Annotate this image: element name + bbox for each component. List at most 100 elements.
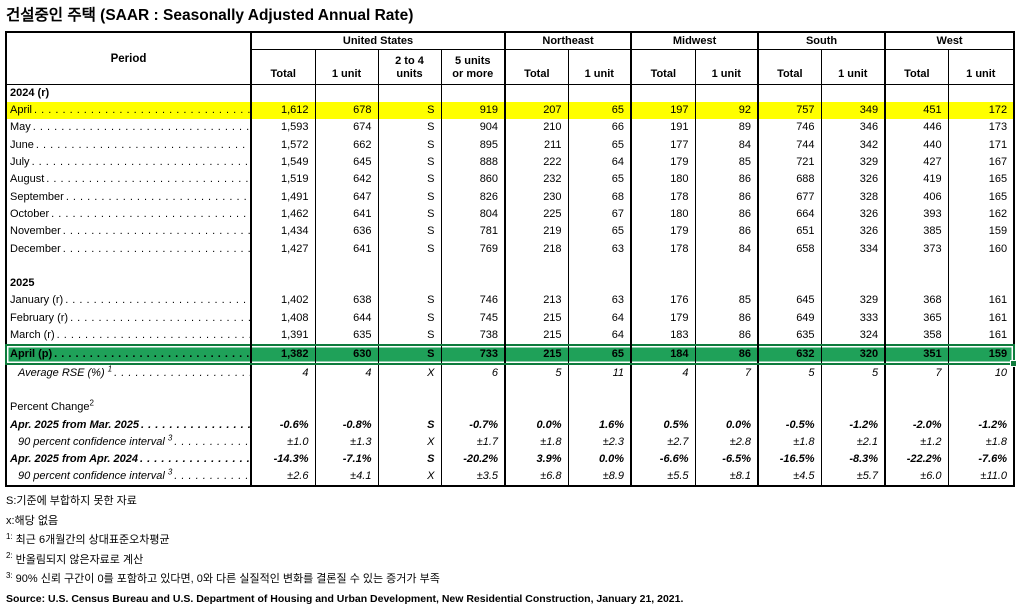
data-cell[interactable]: 664 (757, 205, 822, 224)
data-cell[interactable]: 183 (630, 326, 696, 345)
data-cell[interactable]: 215 (504, 309, 569, 327)
data-cell[interactable]: 373 (884, 240, 949, 258)
data-cell[interactable]: 351 (884, 343, 949, 365)
data-cell[interactable] (630, 84, 696, 102)
data-cell[interactable]: 86 (694, 205, 759, 224)
data-cell[interactable]: 658 (757, 240, 822, 258)
data-cell[interactable]: 368 (884, 292, 949, 310)
data-cell[interactable] (314, 257, 378, 275)
data-cell[interactable]: 172 (947, 102, 1015, 120)
data-cell[interactable]: ±4.5 (757, 468, 822, 487)
data-cell[interactable]: 211 (504, 136, 569, 154)
data-cell[interactable]: 674 (314, 119, 378, 137)
data-cell[interactable]: 161 (947, 326, 1015, 345)
data-cell[interactable]: 161 (947, 292, 1015, 310)
data-cell[interactable]: 173 (947, 119, 1015, 137)
data-cell[interactable]: 334 (820, 240, 886, 258)
data-cell[interactable] (377, 381, 441, 400)
data-cell[interactable]: 630 (314, 343, 378, 365)
data-cell[interactable]: 63 (567, 292, 632, 310)
data-cell[interactable]: -0.7% (440, 416, 506, 434)
period-cell[interactable]: April (6, 102, 251, 120)
data-cell[interactable]: 85 (694, 292, 759, 310)
data-cell[interactable]: 4 (630, 363, 696, 382)
data-cell[interactable]: ±1.3 (314, 433, 378, 452)
data-cell[interactable]: -0.5% (757, 416, 822, 434)
data-cell[interactable]: 159 (947, 223, 1015, 241)
data-cell[interactable]: 636 (314, 223, 378, 241)
data-cell[interactable]: 326 (820, 223, 886, 241)
data-cell[interactable]: 638 (314, 292, 378, 310)
data-cell[interactable]: 178 (630, 188, 696, 206)
data-cell[interactable] (314, 399, 378, 417)
data-cell[interactable]: 1,612 (250, 102, 315, 120)
data-cell[interactable] (377, 257, 441, 275)
data-cell[interactable]: 0.0% (567, 451, 632, 469)
data-cell[interactable]: 632 (757, 343, 822, 365)
data-cell[interactable] (250, 257, 315, 275)
data-cell[interactable] (250, 274, 315, 293)
data-cell[interactable]: 744 (757, 136, 822, 154)
data-cell[interactable]: -2.0% (884, 416, 949, 434)
data-cell[interactable]: ±6.8 (504, 468, 569, 487)
data-cell[interactable]: 642 (314, 171, 378, 189)
data-cell[interactable]: 895 (440, 136, 506, 154)
selection-fill-handle[interactable] (1010, 359, 1018, 367)
data-cell[interactable]: 222 (504, 153, 569, 172)
data-cell[interactable]: 225 (504, 205, 569, 224)
data-cell[interactable]: 651 (757, 223, 822, 241)
data-cell[interactable]: 84 (694, 136, 759, 154)
data-cell[interactable] (504, 257, 569, 275)
data-cell[interactable]: 86 (694, 223, 759, 241)
data-cell[interactable]: 451 (884, 102, 949, 120)
data-cell[interactable]: 333 (820, 309, 886, 327)
data-cell[interactable] (757, 257, 822, 275)
data-cell[interactable]: 215 (504, 343, 569, 365)
data-cell[interactable]: 1,572 (250, 136, 315, 154)
period-cell[interactable] (6, 382, 251, 399)
data-cell[interactable]: 86 (694, 309, 759, 327)
data-cell[interactable]: 1,408 (250, 309, 315, 327)
period-cell[interactable]: Apr. 2025 from Mar. 2025 (6, 416, 251, 433)
data-cell[interactable]: 1,593 (250, 119, 315, 137)
data-cell[interactable] (820, 274, 886, 293)
data-cell[interactable] (947, 381, 1015, 400)
data-cell[interactable]: 860 (440, 171, 506, 189)
data-cell[interactable]: ±1.8 (947, 433, 1015, 452)
data-cell[interactable]: ±1.0 (250, 433, 315, 452)
data-cell[interactable]: S (377, 240, 441, 258)
data-cell[interactable]: S (377, 292, 441, 310)
data-cell[interactable] (567, 257, 632, 275)
period-cell[interactable]: January (r) (6, 292, 251, 309)
data-cell[interactable]: 746 (757, 119, 822, 137)
data-cell[interactable] (250, 399, 315, 417)
data-cell[interactable]: 3.9% (504, 451, 569, 469)
data-cell[interactable] (884, 257, 949, 275)
data-cell[interactable]: 904 (440, 119, 506, 137)
data-cell[interactable]: 635 (757, 326, 822, 345)
data-cell[interactable]: 64 (567, 326, 632, 345)
data-cell[interactable] (567, 399, 632, 417)
period-cell[interactable]: September (6, 188, 251, 205)
data-cell[interactable]: 180 (630, 205, 696, 224)
data-cell[interactable]: 641 (314, 205, 378, 224)
data-cell[interactable]: 179 (630, 223, 696, 241)
data-cell[interactable]: 191 (630, 119, 696, 137)
data-cell[interactable]: 645 (757, 292, 822, 310)
data-cell[interactable]: 64 (567, 153, 632, 172)
data-cell[interactable] (377, 399, 441, 417)
data-cell[interactable] (947, 399, 1015, 417)
data-cell[interactable]: 324 (820, 326, 886, 345)
data-cell[interactable]: 645 (314, 153, 378, 172)
data-cell[interactable]: 1,427 (250, 240, 315, 258)
data-cell[interactable]: ±2.3 (567, 433, 632, 452)
data-cell[interactable] (884, 84, 949, 102)
period-cell[interactable]: 2025 (6, 275, 251, 292)
data-cell[interactable]: 427 (884, 153, 949, 172)
data-cell[interactable] (947, 274, 1015, 293)
data-cell[interactable]: ±4.1 (314, 468, 378, 487)
period-cell[interactable]: October (6, 206, 251, 223)
data-cell[interactable]: 677 (757, 188, 822, 206)
period-cell[interactable]: November (6, 223, 251, 240)
data-cell[interactable]: 649 (757, 309, 822, 327)
